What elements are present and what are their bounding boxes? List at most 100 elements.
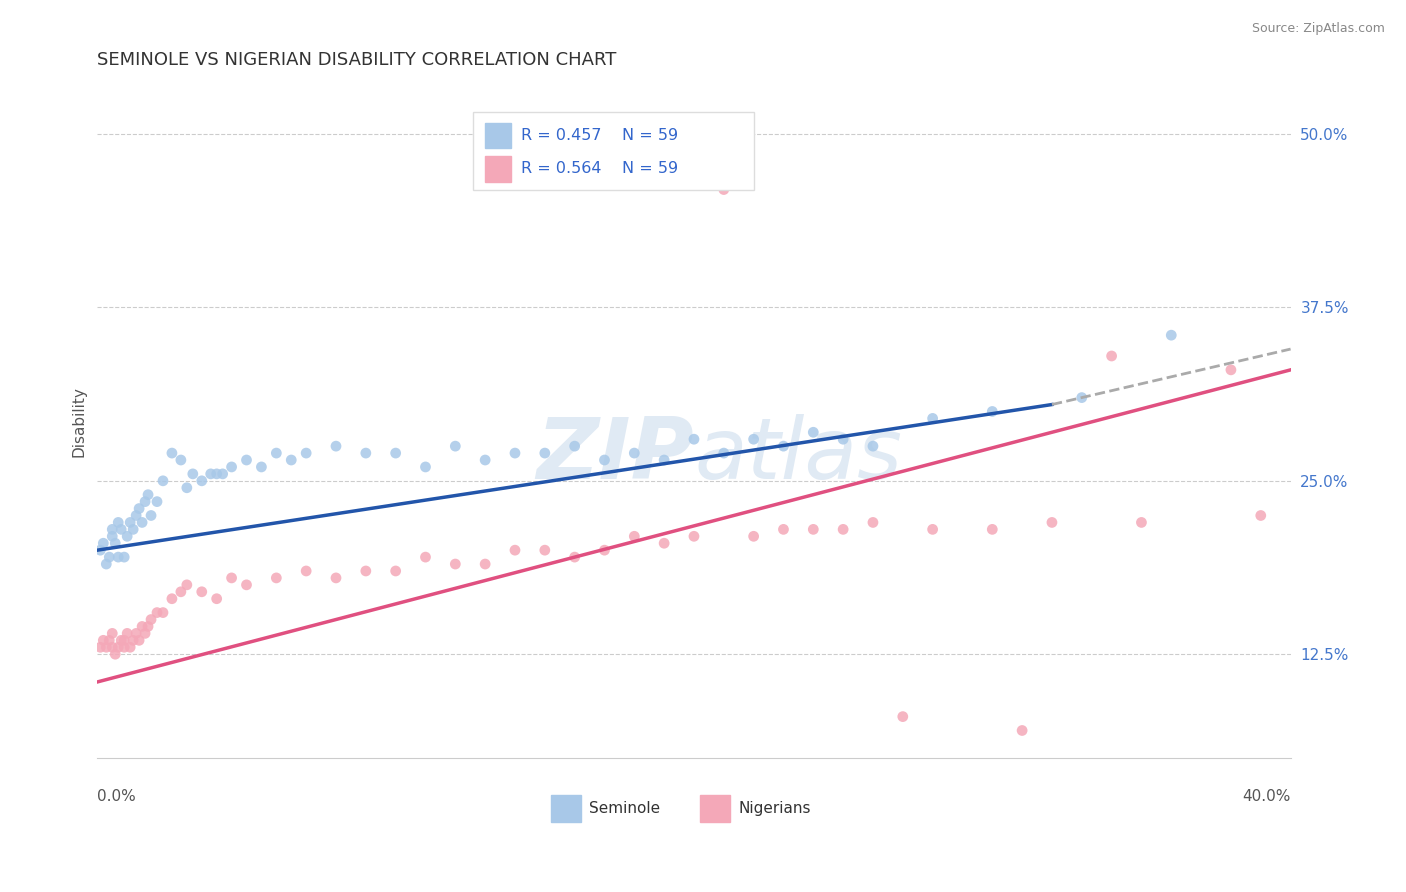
Point [170,453,193,467]
Point [136,488,159,502]
Point [128,501,150,516]
Point [112,633,135,648]
Point [176,578,198,592]
Point [981,522,1004,536]
Point [503,543,526,558]
Point [146,606,169,620]
Point [131,516,153,530]
Point [474,453,496,467]
Point [444,557,467,571]
Point [160,591,183,606]
Point [832,432,855,446]
Point [139,508,162,523]
Point [110,522,132,536]
Point [564,439,586,453]
Point [295,564,318,578]
Point [683,432,706,446]
Point [474,557,496,571]
Point [832,522,855,536]
Point [160,446,183,460]
Point [280,453,302,467]
Point [981,404,1004,418]
Point [354,564,377,578]
Point [533,446,555,460]
Point [91,536,114,550]
Point [354,446,377,460]
Point [266,571,288,585]
Text: R = 0.457    N = 59: R = 0.457 N = 59 [522,128,678,143]
Point [128,633,150,648]
Point [415,550,437,565]
Point [250,459,273,474]
Point [1130,516,1153,530]
Point [742,432,765,446]
Point [533,543,555,558]
Point [713,182,735,196]
Point [107,640,129,655]
Point [104,536,127,550]
Point [107,550,129,565]
Point [170,584,193,599]
Point [221,571,243,585]
Point [593,453,616,467]
Point [1040,516,1063,530]
Point [101,640,124,655]
Point [652,536,675,550]
Point [200,467,222,481]
Point [1160,328,1182,343]
Point [152,474,174,488]
Point [1101,349,1123,363]
Point [623,529,645,543]
Point [862,516,884,530]
Point [112,550,135,565]
Point [120,516,142,530]
Point [325,439,347,453]
Y-axis label: Disability: Disability [72,386,86,458]
Point [122,633,145,648]
Point [190,474,212,488]
Point [205,467,228,481]
Point [1250,508,1272,523]
Text: SEMINOLE VS NIGERIAN DISABILITY CORRELATION CHART: SEMINOLE VS NIGERIAN DISABILITY CORRELAT… [97,51,617,69]
Text: ZIP: ZIP [536,414,695,497]
Point [101,626,124,640]
Point [1011,723,1033,738]
Point [742,529,765,543]
Point [623,446,645,460]
Point [104,647,127,661]
Point [136,619,159,633]
Point [120,640,142,655]
Point [107,516,129,530]
Text: 0.0%: 0.0% [97,789,136,804]
Text: Seminole: Seminole [589,801,659,816]
Point [384,446,406,460]
Text: 40.0%: 40.0% [1243,789,1291,804]
Point [101,529,124,543]
Point [713,446,735,460]
Point [176,481,198,495]
Text: atlas: atlas [695,414,903,497]
Point [1219,363,1241,377]
Point [921,522,943,536]
Point [98,550,121,565]
Point [190,584,212,599]
Point [211,467,233,481]
Point [115,529,138,543]
Point [205,591,228,606]
Point [139,613,162,627]
Point [235,578,257,592]
Point [772,439,794,453]
Bar [485,156,512,182]
Text: Source: ZipAtlas.com: Source: ZipAtlas.com [1251,22,1385,36]
Point [652,453,675,467]
Point [134,494,156,508]
Point [921,411,943,425]
Point [134,626,156,640]
Point [91,633,114,648]
Point [96,557,118,571]
Point [564,550,586,565]
Point [98,633,121,648]
Point [181,467,204,481]
Point [112,640,135,655]
Point [125,508,148,523]
